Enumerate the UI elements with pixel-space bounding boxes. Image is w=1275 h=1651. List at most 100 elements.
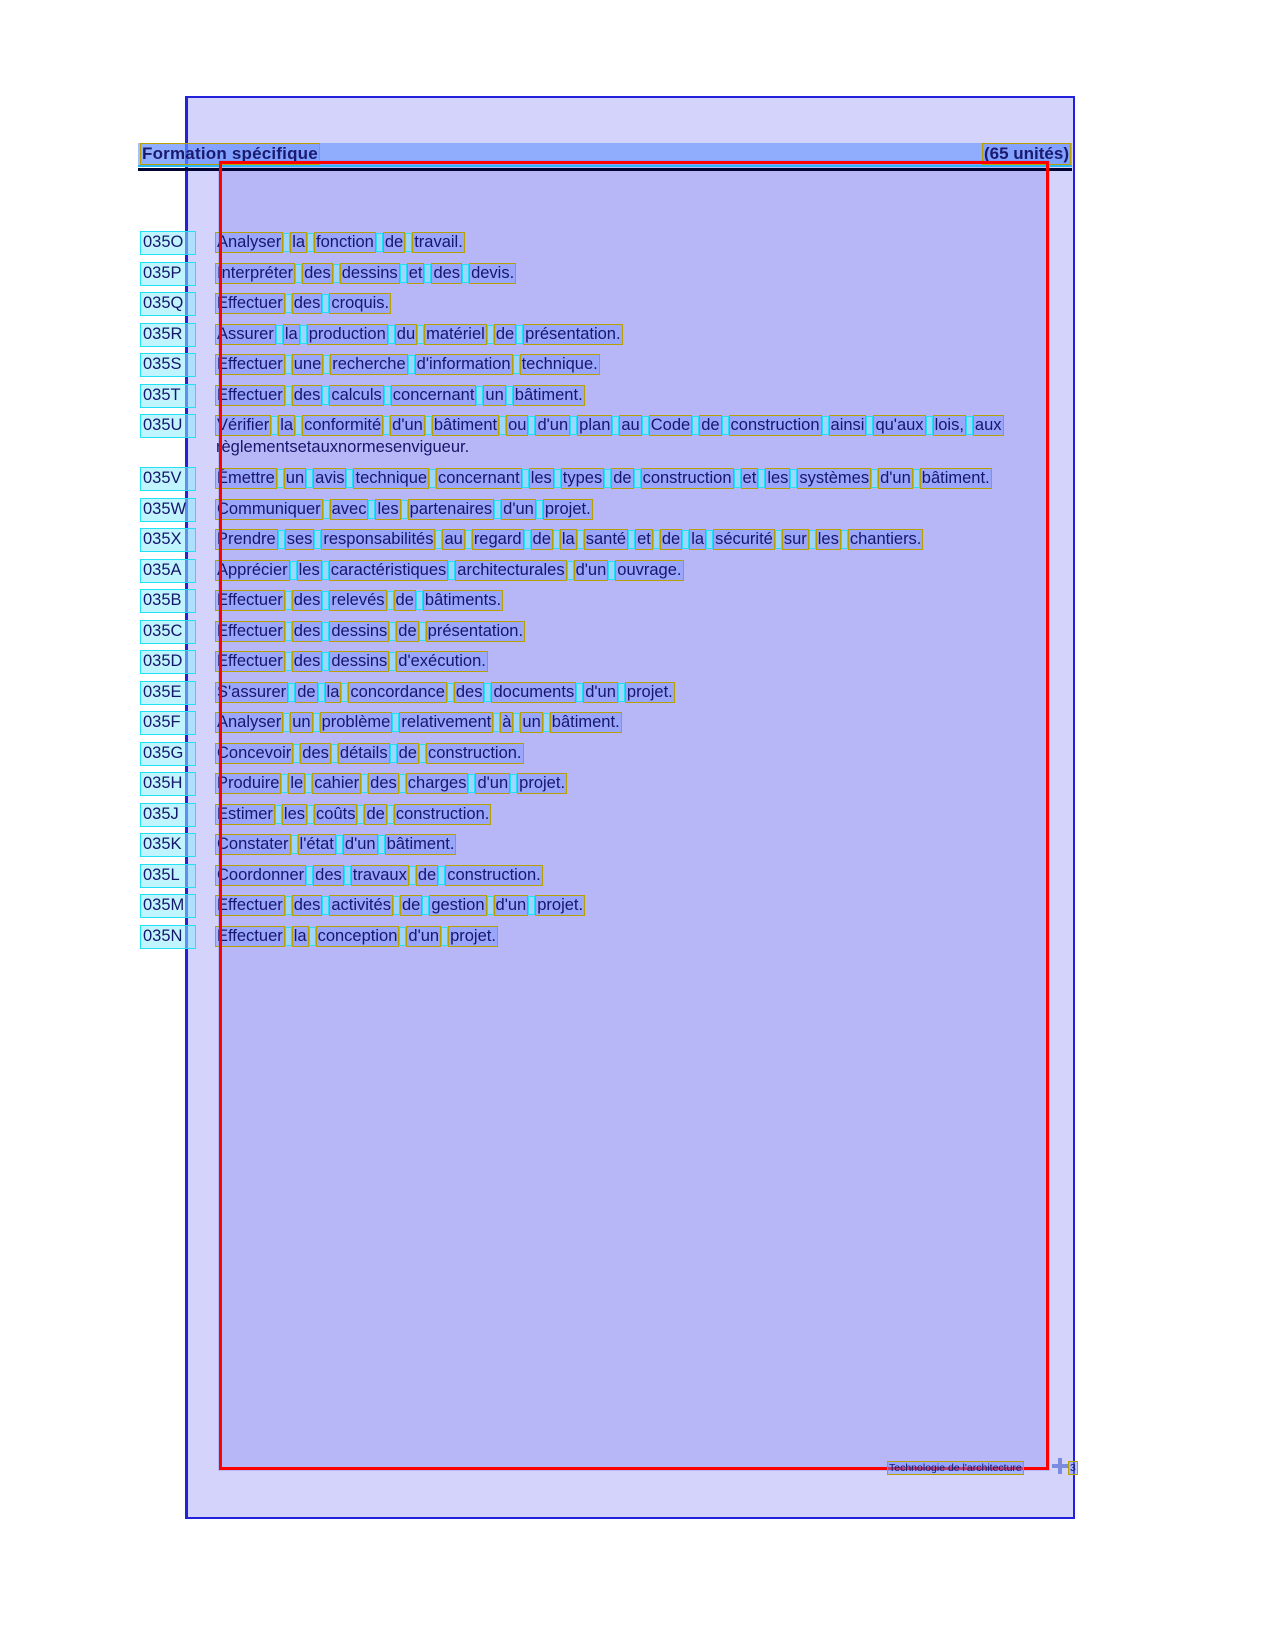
space-box [505,385,513,405]
competency-code: 035N [140,924,196,949]
competency-description: Assurer la production du matériel de présentat… [214,323,626,346]
word-box: technique. [519,354,600,375]
word-box: des [431,262,463,284]
space-box [375,233,383,253]
word-box: ou [506,415,529,436]
word-box: Effectuer [215,895,285,916]
word-box: au [442,529,465,550]
space-box [290,835,298,855]
competency-code: 035T [140,383,196,408]
word-box: ouvrage. [615,559,684,581]
competency-description: Effectuer une recherche d'information techni… [214,354,603,376]
space-box [305,774,313,794]
space-box [528,416,536,436]
word-box: d'un [573,559,609,581]
word-box: les [296,559,322,581]
word-box: Effectuer [215,620,285,642]
space-box [866,416,874,436]
word-box: travail. [412,232,465,253]
word-box: qu'aux [873,415,926,436]
word-box: vigueur. [411,438,470,456]
word-box: cahier [312,773,362,794]
space-box [424,416,432,436]
word-box: ainsi [828,415,867,436]
space-box [368,499,376,519]
space-box [499,416,507,436]
space-box [535,499,543,519]
word-box: des [300,742,331,764]
space-box [322,591,330,611]
word-box: problème [319,712,393,733]
space-box [871,469,879,489]
word-box: construction. [425,742,524,764]
space-box [415,591,423,611]
space-box [462,263,470,283]
space-box [448,560,456,580]
word-box: des [291,895,323,916]
space-box [322,621,330,641]
word-box: d'un [493,895,529,916]
word-box: relativement [399,712,494,733]
word-box: Apprécier [215,559,290,581]
word-box: Concevoir [214,742,294,764]
word-box: types [560,468,605,489]
word-box: et [635,529,653,550]
section-header-units: (65 unités) [981,143,1072,165]
word-box: du [394,323,418,345]
space-box [293,743,301,763]
word-box: gestion [429,895,487,916]
space-box [323,355,331,375]
competency-code: 035X [140,528,196,552]
word-box: d'un [535,415,571,436]
word-box: calculs [329,384,384,406]
space-box [552,530,560,550]
word-box: la [291,925,309,947]
word-box: des [302,262,333,284]
word-box: coûts [314,803,358,825]
space-box [389,652,397,672]
word-box: construction. [393,803,492,825]
word-box: Estimer [215,803,275,825]
competency-code: 035U [140,414,196,438]
word-box: les [765,468,791,489]
word-box: la [278,415,296,436]
word-box: concernant [390,384,477,406]
word-box: lois, [932,415,966,436]
competency-description: Effectuer des relevés de bâtiments. [214,590,506,612]
word-box: d'un [878,468,913,489]
space-box [494,499,502,519]
word-box: systèmes [797,468,872,489]
space-box [566,560,574,580]
word-box: Constater [215,834,291,855]
word-box: plan [577,415,613,436]
word-box: construction [728,415,822,436]
space-box [271,416,279,436]
word-box: concordance [348,681,447,703]
space-box [289,560,297,580]
word-box: des [291,590,323,611]
competency-code: 035F [140,711,196,735]
space-box [774,530,782,550]
space-box [422,896,430,916]
word-box: la [559,529,577,550]
competency-code: 035R [140,322,196,347]
space-box [307,233,315,253]
competency-description: Effectuer des calculs concernant un bâtiment. [214,384,588,407]
space-box [398,774,406,794]
space-box [438,865,446,885]
space-box [721,416,729,436]
word-box: Émettre [215,468,277,489]
competency-description: Prendre ses responsabilités au regard de la san… [214,529,926,551]
section-header-band [138,143,1072,165]
word-box: de [382,232,406,253]
word-box: un [283,468,307,489]
word-box: et [406,262,425,284]
word-box: de [611,468,634,489]
space-box [417,324,425,344]
word-box: de [396,620,419,642]
word-box: de [530,529,553,550]
competency-code: 035P [140,261,196,286]
word-box: d'un [583,681,618,703]
competency-description: Analyser la fonction de travail. [214,232,468,254]
space-box [808,530,816,550]
